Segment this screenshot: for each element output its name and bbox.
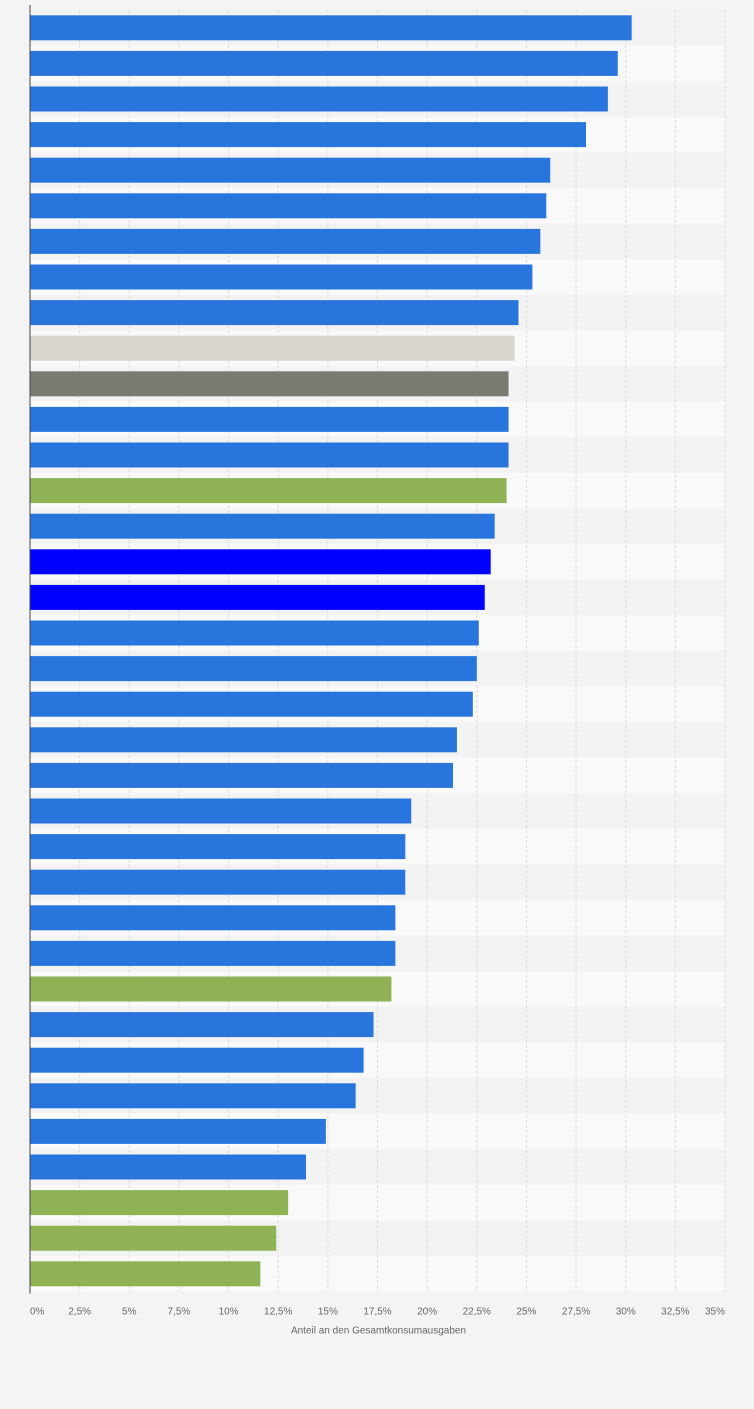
bar bbox=[30, 549, 491, 575]
bar bbox=[30, 834, 406, 860]
bar bbox=[30, 727, 457, 753]
x-axis-title: Anteil an den Gesamtkonsumausgaben bbox=[291, 1326, 466, 1337]
bar bbox=[30, 620, 479, 646]
bar bbox=[30, 513, 495, 539]
x-tick-label: 32,5% bbox=[661, 1307, 689, 1318]
bar bbox=[30, 478, 507, 504]
bar bbox=[30, 228, 541, 254]
bar bbox=[30, 1012, 374, 1038]
bars bbox=[30, 15, 632, 1287]
bar bbox=[30, 15, 632, 41]
bar bbox=[30, 976, 392, 1002]
bar bbox=[30, 406, 509, 432]
x-tick-label: 25% bbox=[516, 1307, 536, 1318]
x-tick-label: 5% bbox=[122, 1307, 137, 1318]
x-tick-label: 0% bbox=[30, 1307, 45, 1318]
bar bbox=[30, 1047, 364, 1073]
x-tick-label: 2,5% bbox=[68, 1307, 91, 1318]
bar bbox=[30, 371, 509, 397]
x-tick-label: 27,5% bbox=[562, 1307, 590, 1318]
x-tick-label: 22,5% bbox=[463, 1307, 491, 1318]
bar bbox=[30, 1118, 326, 1144]
bar bbox=[30, 940, 396, 966]
bar bbox=[30, 762, 453, 788]
bar bbox=[30, 335, 515, 361]
bar bbox=[30, 905, 396, 931]
bar bbox=[30, 86, 608, 112]
bar bbox=[30, 1154, 307, 1180]
bar bbox=[30, 193, 547, 219]
x-tick-labels: 0% 2,5% 5% 7,5% 10% 12,5% 15% 17,5% 20% 22,5% 25% 2… bbox=[30, 1307, 725, 1318]
gridlines bbox=[79, 10, 726, 1292]
bar bbox=[30, 798, 412, 824]
bar bbox=[30, 656, 477, 682]
bar bbox=[30, 1225, 277, 1251]
bar bbox=[30, 1261, 261, 1287]
bar bbox=[30, 264, 533, 290]
bar bbox=[30, 50, 618, 76]
bar bbox=[30, 122, 586, 148]
bar bbox=[30, 1190, 289, 1216]
bar bbox=[30, 442, 509, 468]
x-tick-label: 17,5% bbox=[363, 1307, 391, 1318]
x-tick-label: 12,5% bbox=[264, 1307, 292, 1318]
x-tick-label: 30% bbox=[616, 1307, 636, 1318]
bar bbox=[30, 584, 485, 610]
x-tick-label: 15% bbox=[318, 1307, 338, 1318]
bar bbox=[30, 157, 551, 183]
bar bbox=[30, 869, 406, 895]
bar bbox=[30, 300, 519, 326]
bar bbox=[30, 691, 473, 717]
x-tick-label: 10% bbox=[219, 1307, 239, 1318]
x-tick-label: 35% bbox=[705, 1307, 725, 1318]
x-tick-label: 7,5% bbox=[168, 1307, 191, 1318]
x-tick-label: 20% bbox=[417, 1307, 437, 1318]
bar bbox=[30, 1083, 356, 1109]
